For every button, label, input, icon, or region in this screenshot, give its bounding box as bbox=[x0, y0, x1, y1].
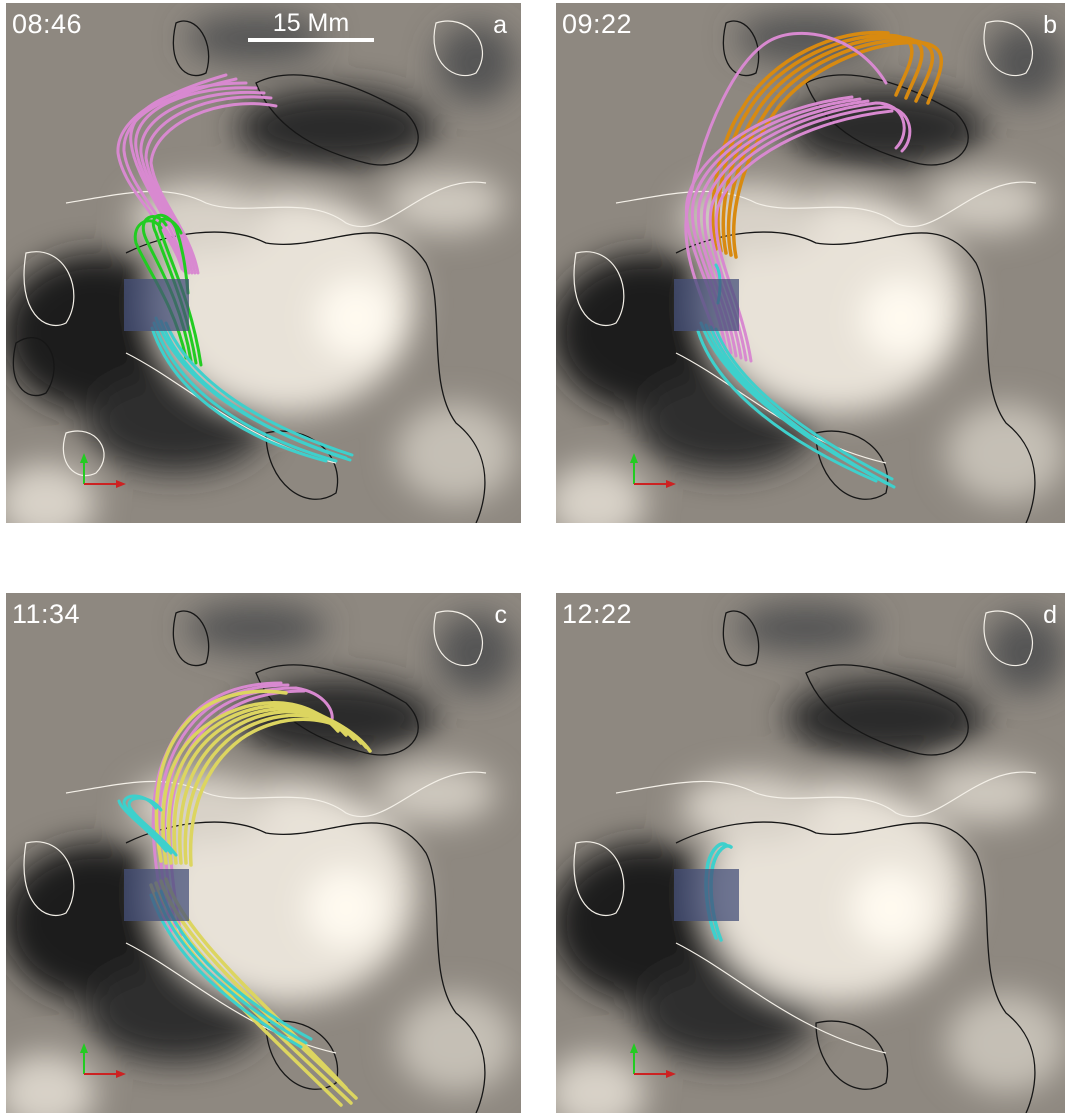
scale-bar-label: 15 Mm bbox=[272, 9, 350, 37]
panel-b: 09:22 b bbox=[556, 3, 1065, 523]
timestamp: 12:22 bbox=[562, 599, 633, 629]
pink-field-lines bbox=[116, 73, 278, 275]
cyan-field-lines bbox=[150, 316, 354, 463]
panel-c: 11:34 c bbox=[6, 593, 521, 1113]
panel-label: a bbox=[493, 11, 507, 39]
scale-bar-line bbox=[248, 38, 374, 42]
magnetogram-d bbox=[556, 593, 1065, 1113]
panel-a: 08:46 a 15 Mm bbox=[6, 3, 521, 523]
box-region bbox=[674, 869, 739, 921]
box-region bbox=[674, 279, 739, 331]
panel-label: c bbox=[494, 601, 508, 629]
panel-label: b bbox=[1043, 11, 1057, 39]
magnetogram-a bbox=[6, 3, 521, 523]
axes-icon bbox=[630, 1043, 676, 1078]
axes-icon bbox=[80, 1043, 126, 1078]
axes-icon bbox=[630, 453, 676, 488]
magnetogram-b bbox=[556, 3, 1065, 523]
axes-icon bbox=[80, 453, 126, 488]
timestamp: 09:22 bbox=[562, 9, 633, 39]
magnetogram-c bbox=[6, 593, 521, 1113]
timestamp: 11:34 bbox=[12, 599, 81, 629]
scale-bar: 15 Mm bbox=[246, 10, 376, 42]
box-region bbox=[124, 869, 189, 921]
panel-d: 12:22 d bbox=[556, 593, 1065, 1113]
timestamp: 08:46 bbox=[12, 9, 83, 39]
panel-label: d bbox=[1043, 601, 1057, 629]
box-region bbox=[124, 279, 189, 331]
